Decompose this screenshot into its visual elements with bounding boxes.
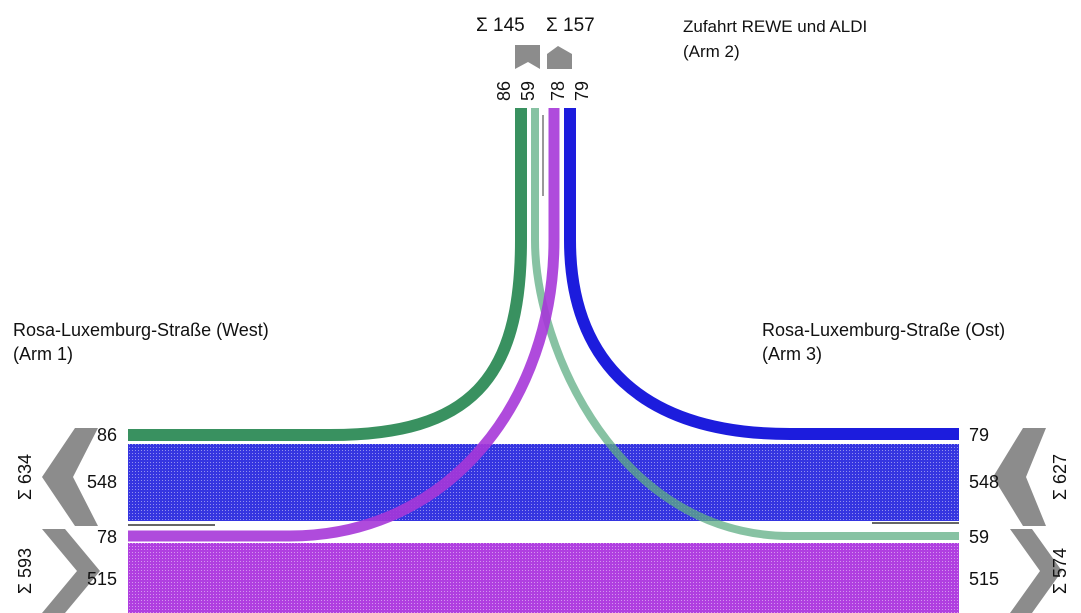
flow-label-west-1: 86 xyxy=(97,425,117,445)
flow-label-north-3: 78 xyxy=(548,81,568,101)
band-texture xyxy=(128,444,959,521)
arm2-sum-in: Σ 145 xyxy=(476,15,525,36)
arm1-sum-in: Σ 634 xyxy=(15,454,35,500)
flow-label-west-3: 78 xyxy=(97,527,117,547)
flow-label-west-4: 515 xyxy=(87,569,117,589)
flow-arm1-to-arm2 xyxy=(128,108,527,441)
chevron-left-icon xyxy=(993,428,1046,526)
arm1-name: Rosa-Luxemburg-Straße (West) xyxy=(13,320,269,340)
arm3-name: Rosa-Luxemburg-Straße (Ost) xyxy=(762,320,1005,340)
arm1-arm-label: (Arm 1) xyxy=(13,344,73,364)
flow-label-west-2: 548 xyxy=(87,472,117,492)
flow-label-north-4: 79 xyxy=(572,81,592,101)
flow-label-east-1: 79 xyxy=(969,425,989,445)
arm1-sum-out: Σ 593 xyxy=(15,548,35,594)
band-texture xyxy=(128,543,959,613)
flow-label-north-1: 86 xyxy=(494,81,514,101)
arrow-down-icon xyxy=(515,45,540,69)
arm2-sum-out: Σ 157 xyxy=(546,15,595,36)
chevron-right-icon xyxy=(42,529,100,613)
flow-arm3-to-arm2 xyxy=(531,108,959,540)
flow-arm2-to-arm1 xyxy=(128,108,560,542)
arm3-arm-label: (Arm 3) xyxy=(762,344,822,364)
arm2-arm-label: (Arm 2) xyxy=(683,42,740,61)
arm2-name: Zufahrt REWE und ALDI xyxy=(683,17,867,36)
chevron-left-icon xyxy=(42,428,98,526)
flow-label-east-2: 548 xyxy=(969,472,999,492)
chevron-right-icon xyxy=(1010,529,1062,613)
arm3-sum-out: Σ 574 xyxy=(1050,548,1070,594)
flow-label-north-2: 59 xyxy=(518,81,538,101)
flow-label-east-4: 515 xyxy=(969,569,999,589)
flow-arm2-to-arm3 xyxy=(564,108,959,440)
flow-label-east-3: 59 xyxy=(969,527,989,547)
arrow-up-icon xyxy=(547,46,572,69)
arm3-sum-in: Σ 627 xyxy=(1050,454,1070,500)
